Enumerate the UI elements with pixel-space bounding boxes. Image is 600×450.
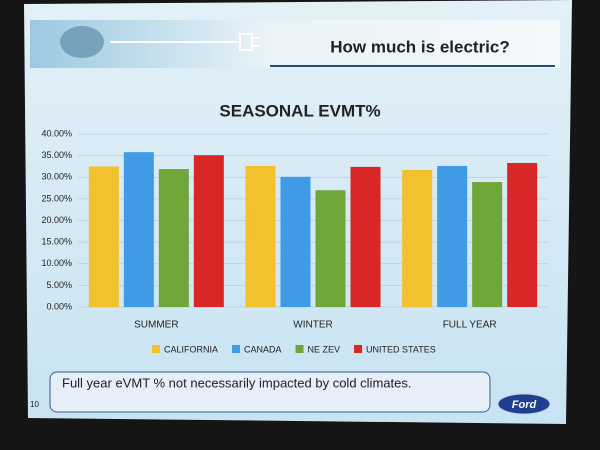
logo-text: Ford bbox=[512, 399, 537, 411]
bar bbox=[280, 176, 311, 307]
bar bbox=[507, 162, 538, 307]
y-tick-label: 30.00% bbox=[41, 172, 72, 182]
x-tick-label: SUMMER bbox=[134, 320, 178, 331]
bar bbox=[437, 166, 468, 307]
y-tick-label: 35.00% bbox=[41, 150, 72, 160]
legend-label: CANADA bbox=[244, 344, 282, 354]
bar bbox=[245, 166, 276, 307]
slide-title: How much is electric? bbox=[330, 37, 510, 56]
header-band bbox=[30, 20, 560, 68]
bar bbox=[402, 169, 433, 307]
bar bbox=[123, 152, 154, 307]
legend-swatch bbox=[295, 345, 304, 353]
legend-swatch bbox=[152, 345, 160, 353]
note: Full year eVMT % not necessarily impacte… bbox=[62, 375, 411, 390]
legend-label: UNITED STATES bbox=[366, 344, 436, 354]
page-number: 10 bbox=[30, 400, 39, 409]
note-box bbox=[49, 371, 491, 413]
bar bbox=[315, 190, 346, 307]
y-tick-label: 40.00% bbox=[41, 128, 72, 138]
y-tick-label: 0.00% bbox=[46, 301, 72, 311]
y-tick-label: 5.00% bbox=[46, 280, 72, 290]
x-tick-label: WINTER bbox=[293, 320, 332, 331]
logo bbox=[497, 393, 551, 415]
y-tick-label: 15.00% bbox=[41, 237, 72, 247]
legend-swatch bbox=[232, 345, 241, 353]
y-tick-label: 20.00% bbox=[41, 215, 72, 225]
legend-label: CALIFORNIA bbox=[164, 344, 218, 354]
y-tick-label: 10.00% bbox=[41, 258, 72, 268]
y-tick-label: 25.00% bbox=[41, 193, 72, 203]
x-tick-label: FULL YEAR bbox=[443, 320, 497, 331]
plug-icon bbox=[110, 33, 260, 51]
bar bbox=[88, 166, 119, 307]
chart-title: SEASONAL EVMT% bbox=[219, 101, 380, 120]
legend-swatch bbox=[354, 345, 363, 353]
bar bbox=[350, 166, 381, 307]
globe-icon bbox=[60, 26, 104, 58]
bar bbox=[472, 182, 503, 307]
bar bbox=[158, 169, 189, 307]
legend-label: NE ZEV bbox=[308, 344, 341, 354]
bar bbox=[193, 155, 224, 307]
